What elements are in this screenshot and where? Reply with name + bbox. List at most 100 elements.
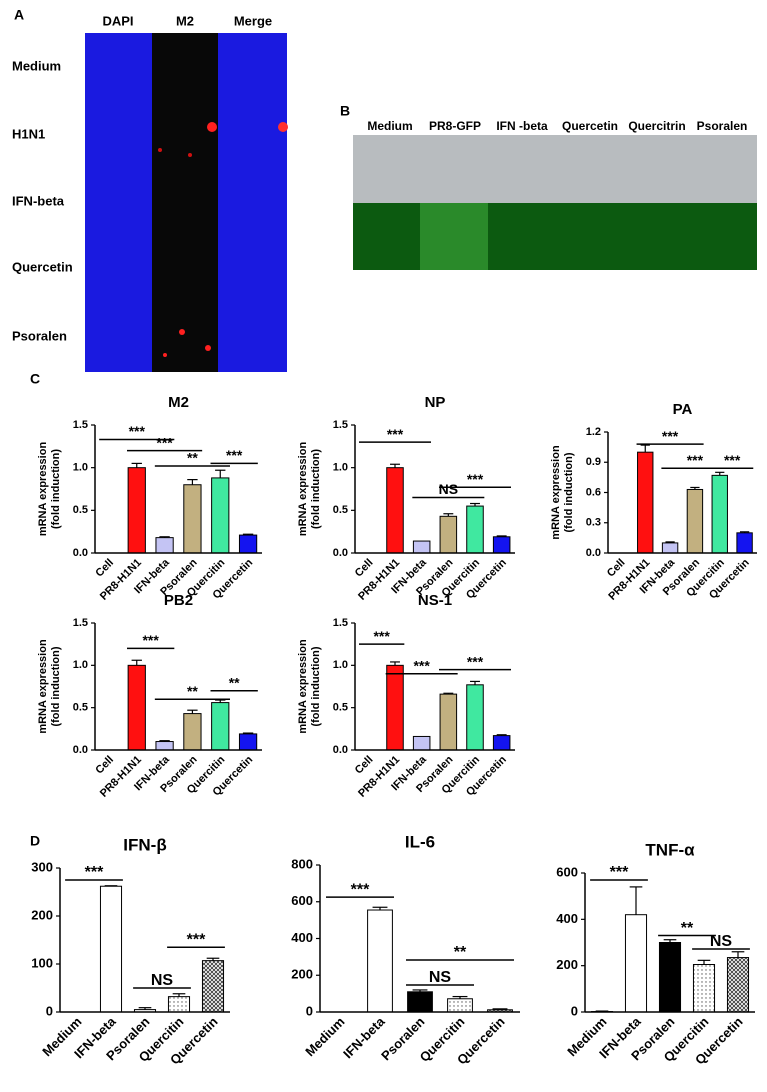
bar <box>736 532 753 554</box>
bar <box>201 960 225 1013</box>
y-tick-label: 0.0 <box>73 547 88 559</box>
bar <box>211 702 230 751</box>
y-tick-label: 1.5 <box>73 419 88 431</box>
y-tick-label: 1.5 <box>73 617 88 629</box>
x-tick-label: Cell <box>93 754 116 777</box>
y-tick-label: 1.5 <box>333 419 348 431</box>
bar <box>466 505 484 554</box>
column-header: Medium <box>367 119 412 133</box>
y-tick-label: 800 <box>291 856 313 871</box>
bar <box>127 664 146 751</box>
panel-label: C <box>30 371 40 387</box>
y-tick-label: 400 <box>556 911 578 926</box>
bar <box>238 534 258 554</box>
significance-label: NS <box>439 481 458 497</box>
bar <box>658 942 682 1013</box>
bar <box>447 998 473 1013</box>
y-tick-label: 0.0 <box>333 744 348 756</box>
significance-label: *** <box>610 864 629 881</box>
y-tick-label: 0.0 <box>586 547 601 559</box>
row-label: Quercetin <box>12 259 73 274</box>
y-axis-label: mRNA expression <box>297 639 309 734</box>
row-label: Psoralen <box>12 328 67 343</box>
bar <box>155 741 174 751</box>
chart-title: M2 <box>168 394 189 411</box>
y-axis-label: mRNA expression <box>37 442 49 537</box>
column-header: DAPI <box>102 13 133 28</box>
bar <box>692 964 716 1013</box>
bar <box>439 515 458 554</box>
column-header: Quercitrin <box>628 119 685 133</box>
y-tick-label: 400 <box>291 930 313 945</box>
bar <box>726 957 750 1013</box>
column-header: IFN -beta <box>496 119 548 133</box>
significance-label: ** <box>187 450 198 466</box>
y-axis-label: (fold induction) <box>50 449 62 529</box>
bar <box>183 484 202 554</box>
significance-label: ** <box>681 920 694 937</box>
significance-label: ** <box>454 944 467 961</box>
x-tick-label: Cell <box>93 557 116 580</box>
panel-a-image <box>85 33 288 372</box>
significance-label: *** <box>187 931 206 948</box>
significance-label: *** <box>373 628 390 644</box>
panel-label: D <box>30 833 40 849</box>
chart-title: IFN-β <box>123 835 166 854</box>
significance-label: *** <box>724 452 741 468</box>
y-tick-label: 1.0 <box>333 659 348 671</box>
bar <box>439 693 458 751</box>
significance-label: *** <box>156 434 173 450</box>
y-tick-label: 1.0 <box>333 462 348 474</box>
bar <box>637 451 654 554</box>
bar <box>407 991 433 1013</box>
panel-label: B <box>340 103 350 119</box>
column-header: M2 <box>176 13 194 28</box>
y-tick-label: 1.0 <box>73 659 88 671</box>
bar <box>624 914 648 1013</box>
y-axis-label: (fold induction) <box>563 452 575 532</box>
bar <box>386 664 404 751</box>
y-axis-label: mRNA expression <box>297 442 309 537</box>
y-tick-label: 0 <box>46 1003 53 1018</box>
column-header: Merge <box>234 13 272 28</box>
bar <box>492 735 511 751</box>
y-tick-label: 1.0 <box>73 462 88 474</box>
y-tick-label: 0.5 <box>73 504 88 516</box>
y-tick-label: 0 <box>306 1003 313 1018</box>
row-label: Medium <box>12 58 61 73</box>
column-header: Quercetin <box>562 119 618 133</box>
significance-label: ** <box>187 683 198 699</box>
significance-label: ** <box>229 674 240 690</box>
row-label: IFN-beta <box>12 193 65 208</box>
y-tick-label: 600 <box>291 893 313 908</box>
y-tick-label: 1.5 <box>333 617 348 629</box>
y-tick-label: 0.5 <box>333 504 348 516</box>
y-tick-label: 200 <box>291 967 313 982</box>
y-tick-label: 200 <box>31 907 53 922</box>
y-tick-label: 0.0 <box>73 744 88 756</box>
y-axis-label: (fold induction) <box>50 646 62 726</box>
bar <box>466 684 484 751</box>
y-tick-label: 0.6 <box>586 486 601 498</box>
bar <box>167 996 191 1013</box>
bar <box>238 733 258 751</box>
y-tick-label: 300 <box>31 859 53 874</box>
x-tick-label: Cell <box>353 557 376 580</box>
chart-title: TNF-α <box>645 840 695 859</box>
significance-label: NS <box>429 969 452 986</box>
significance-label: *** <box>85 864 104 881</box>
y-tick-label: 0.0 <box>333 547 348 559</box>
column-header: PR8-GFP <box>429 119 481 133</box>
bar <box>386 467 404 554</box>
y-tick-label: 100 <box>31 955 53 970</box>
x-tick-label: Cell <box>353 754 376 777</box>
chart-title: PA <box>673 401 693 418</box>
panel-b-image <box>353 135 757 270</box>
significance-label: *** <box>351 881 370 898</box>
bar <box>211 477 230 554</box>
column-header: Psoralen <box>697 119 748 133</box>
bar <box>492 536 511 554</box>
y-tick-label: 200 <box>556 957 578 972</box>
significance-label: NS <box>151 972 174 989</box>
